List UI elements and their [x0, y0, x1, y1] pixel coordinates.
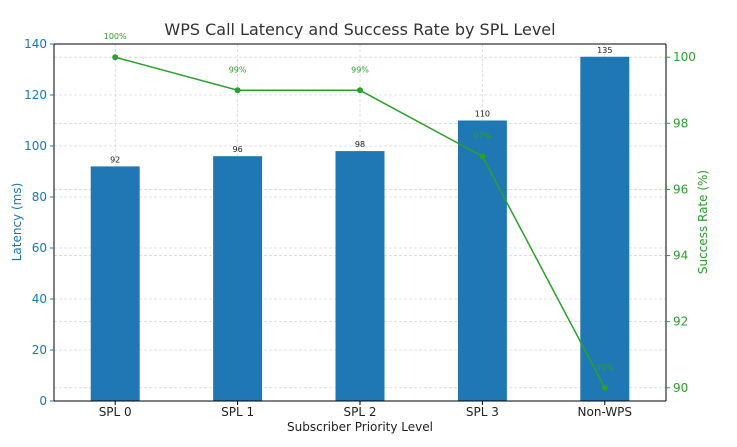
y2-tick-label: 98	[673, 116, 688, 130]
x-tick-label: SPL 2	[344, 405, 377, 419]
bar	[580, 56, 630, 401]
x-tick-label: Non-WPS	[578, 405, 633, 419]
line-series	[112, 54, 608, 391]
bar	[335, 151, 385, 401]
line-value-label: 99%	[351, 65, 369, 74]
y-tick-label: 140	[24, 37, 47, 51]
line-value-label: 90%	[596, 363, 614, 372]
y-tick-label: 40	[32, 292, 47, 306]
y-tick-label: 80	[32, 190, 47, 204]
bar	[457, 120, 507, 401]
y2-axis-label: Success Rate (%)	[696, 170, 710, 274]
x-axis-label: Subscriber Priority Level	[287, 420, 433, 434]
x-tick-label: SPL 3	[466, 405, 499, 419]
success-rate-point	[479, 153, 486, 160]
bar-value-label: 135	[597, 46, 612, 55]
bar-series	[90, 56, 630, 401]
data-labels: 92 96 98 110 135 100% 99% 99% 97% 90%	[104, 32, 614, 372]
success-rate-point	[112, 54, 119, 61]
x-tick-label: SPL 1	[221, 405, 254, 419]
line-value-label: 97%	[474, 131, 492, 140]
y-axis-label: Latency (ms)	[10, 183, 24, 262]
y-tick-label: 100	[24, 139, 47, 153]
success-rate-point	[357, 87, 363, 94]
bar-value-label: 96	[233, 145, 243, 154]
line-value-label: 100%	[104, 32, 127, 41]
y2-tick-label: 100	[673, 50, 696, 64]
line-value-label: 99%	[229, 65, 247, 74]
chart-title: WPS Call Latency and Success Rate by SPL…	[164, 20, 555, 39]
y-tick-label: 20	[32, 343, 47, 357]
y-tick-label: 60	[32, 241, 47, 255]
success-rate-point	[601, 384, 608, 391]
y2-tick-label: 90	[673, 381, 688, 395]
axes: 0 20 40 60 80 100 120 140 90 92 94 96 98 100 SPL 0 SPL …	[24, 37, 696, 419]
y-tick-label: 120	[24, 88, 47, 102]
x-tick-label: SPL 0	[99, 405, 132, 419]
success-rate-point	[234, 87, 241, 94]
bar-value-label: 92	[110, 155, 120, 164]
bar	[213, 156, 263, 401]
y-tick-label: 0	[39, 394, 47, 408]
y2-tick-label: 94	[673, 249, 688, 263]
y2-tick-label: 96	[673, 182, 688, 196]
bar-value-label: 110	[475, 110, 490, 119]
y2-tick-label: 92	[673, 315, 688, 329]
bar	[90, 166, 140, 401]
bar-value-label: 98	[355, 140, 365, 149]
